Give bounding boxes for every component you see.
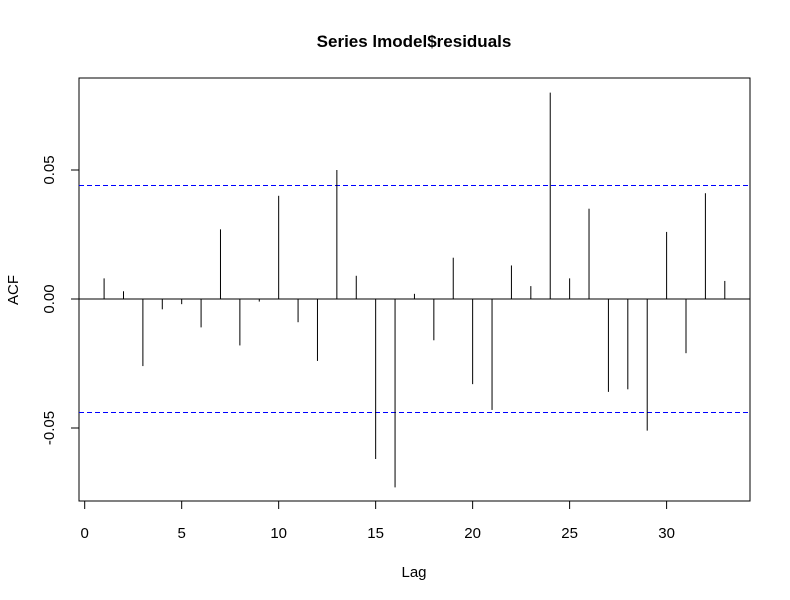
y-axis: -0.05 0.00 0.05 [41,155,80,445]
acf-bars [79,92,750,488]
x-tick-label: 10 [270,525,287,542]
x-axis: 0 5 10 15 20 25 30 [81,500,675,542]
y-tick-label: 0.05 [41,155,58,184]
x-tick-label: 20 [464,525,481,542]
y-axis-label: ACF [5,275,22,305]
y-tick-label: 0.00 [41,284,58,313]
y-tick-label: -0.05 [41,411,58,445]
chart-title: Series lmodel$residuals [317,32,512,51]
x-axis-label: Lag [401,564,426,581]
x-tick-label: 25 [561,525,578,542]
x-tick-label: 15 [367,525,384,542]
x-tick-label: 30 [658,525,675,542]
x-tick-label: 0 [81,525,89,542]
plot-frame [78,77,751,502]
x-tick-label: 5 [178,525,186,542]
